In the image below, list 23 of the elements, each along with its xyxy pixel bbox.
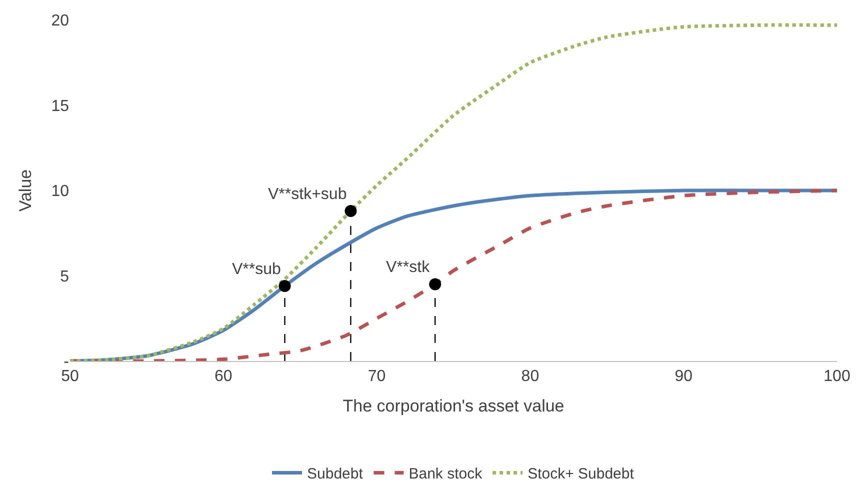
x-tick-label: 70 bbox=[368, 368, 386, 386]
point bbox=[429, 278, 442, 290]
y-tick-label: 5 bbox=[60, 268, 70, 286]
annotation: V**sub bbox=[232, 261, 282, 278]
y-tick-label: - bbox=[64, 354, 69, 371]
annotation: V**stk bbox=[386, 259, 431, 276]
y-tick-label: 10 bbox=[51, 183, 70, 200]
y-axis-title: Value bbox=[16, 169, 35, 212]
x-tick-label: 100 bbox=[824, 368, 850, 386]
legend-label: Subdebt bbox=[307, 466, 364, 483]
point bbox=[278, 280, 291, 292]
line-series bbox=[70, 23, 837, 361]
x-tick-label: 90 bbox=[674, 368, 693, 386]
point bbox=[344, 204, 357, 217]
annotation: V**stk+sub bbox=[268, 186, 347, 203]
y-tick-label: 15 bbox=[51, 98, 70, 115]
legend-label: Stock+ Subdebt bbox=[528, 466, 635, 483]
x-tick-label: 60 bbox=[214, 368, 232, 386]
x-axis-title: The corporation's asset value bbox=[342, 396, 564, 416]
legend-label: Bank stock bbox=[408, 466, 483, 483]
y-tick-label: 20 bbox=[51, 12, 70, 30]
x-tick-label: 50 bbox=[61, 368, 79, 386]
x-tick-label: 80 bbox=[521, 368, 540, 386]
